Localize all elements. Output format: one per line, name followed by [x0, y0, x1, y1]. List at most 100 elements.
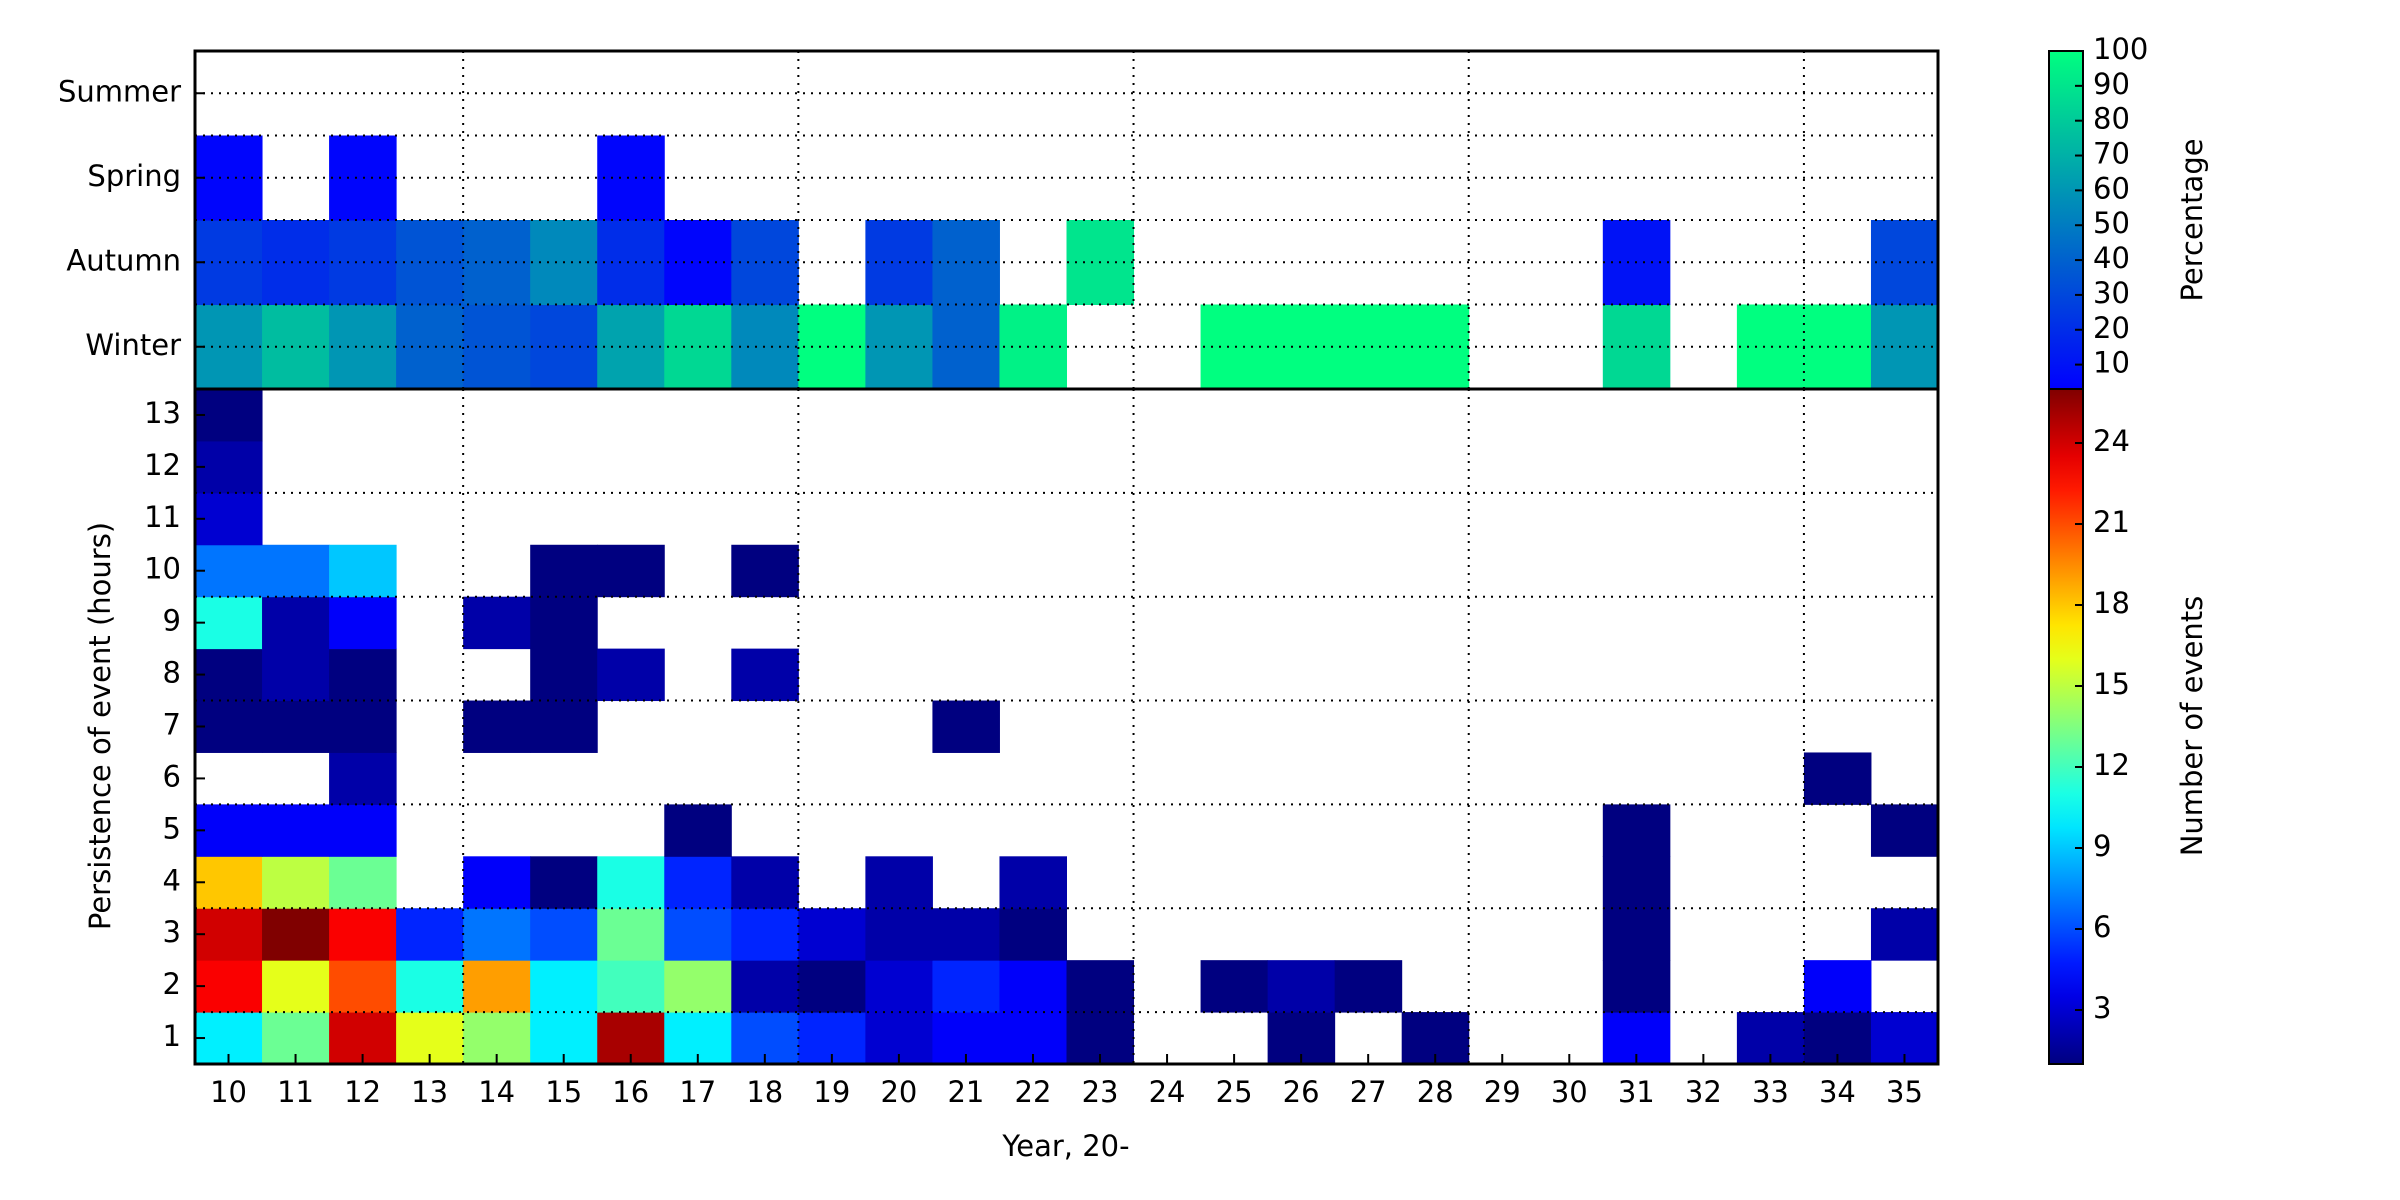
heatmap-cell	[597, 135, 665, 221]
heatmap-cell	[329, 544, 397, 598]
heatmap-cell	[463, 220, 531, 305]
y-tick-label: 7	[163, 708, 181, 742]
x-tick-label: 33	[1752, 1075, 1789, 1109]
colorbar-tick-label: 24	[2093, 424, 2130, 458]
heatmap-cell	[1200, 960, 1269, 1013]
x-tick-label: 30	[1551, 1075, 1588, 1109]
heatmap-cell	[463, 304, 531, 390]
y-tick-label: 5	[163, 811, 181, 845]
heatmap-cell	[195, 648, 263, 702]
y-tick-label: 2	[163, 967, 181, 1001]
heatmap-cell	[195, 960, 263, 1013]
heatmap-cell	[932, 220, 1000, 305]
x-tick-label: 14	[478, 1075, 515, 1109]
heatmap-cell	[932, 960, 1000, 1013]
heatmap-cell	[396, 908, 464, 961]
heatmap-cell	[999, 856, 1067, 909]
heatmap-cell	[329, 752, 397, 805]
heatmap-cell	[798, 304, 866, 390]
heatmap-cell	[329, 700, 397, 753]
x-tick-label: 27	[1350, 1075, 1387, 1109]
heatmap-cell	[530, 648, 598, 702]
heatmap-cell	[195, 596, 263, 650]
x-tick-label: 35	[1886, 1075, 1923, 1109]
heatmap-cell	[195, 908, 263, 961]
heatmap-cell	[597, 908, 665, 961]
heatmap-cell	[597, 544, 665, 598]
heatmap-cell	[463, 856, 531, 909]
heatmap-cell	[195, 804, 263, 857]
heatmap-cell	[463, 700, 531, 753]
x-tick-label: 11	[277, 1075, 314, 1109]
colorbar-tick-label: 10	[2093, 346, 2130, 380]
heatmap-cell	[396, 304, 464, 390]
colorbar	[2048, 50, 2084, 390]
x-tick-label: 22	[1015, 1075, 1052, 1109]
heatmap-cell	[664, 804, 732, 857]
colorbar	[2048, 388, 2084, 1065]
x-tick-label: 24	[1149, 1075, 1186, 1109]
colorbar-tick-label: 21	[2093, 505, 2130, 539]
plot-frame	[193, 387, 1940, 1066]
x-tick-label: 26	[1283, 1075, 1320, 1109]
heatmap-cell	[865, 856, 933, 909]
colorbar-tick-label: 18	[2093, 586, 2130, 620]
heatmap-cell	[1602, 960, 1671, 1013]
heatmap-cell	[1267, 304, 1336, 390]
y-tick-label: Autumn	[66, 243, 181, 277]
heatmap-cell	[1803, 960, 1872, 1013]
y-tick-label: 10	[144, 552, 181, 586]
colorbar-tick-label: 6	[2093, 910, 2111, 944]
y-tick-label: Summer	[58, 74, 181, 108]
heatmap-cell	[195, 856, 263, 909]
colorbar-label: Number of events	[2175, 596, 2209, 857]
heatmap-cell	[262, 596, 330, 650]
heatmap-cell	[999, 304, 1067, 390]
heatmap-cell	[530, 544, 598, 598]
y-tick-label: Winter	[85, 328, 181, 362]
x-tick-label: 21	[947, 1075, 984, 1109]
y-tick-label: 9	[163, 604, 181, 638]
heatmap-cell	[262, 908, 330, 961]
heatmap-cell	[530, 908, 598, 961]
x-tick-label: 16	[612, 1075, 649, 1109]
colorbar-tick-label: 15	[2093, 667, 2130, 701]
heatmap-cell	[1870, 304, 1939, 390]
colorbar-tick-label: 100	[2093, 32, 2148, 66]
heatmap-cell	[463, 908, 531, 961]
colorbar-tick-label: 70	[2093, 137, 2130, 171]
heatmap-cell	[1334, 960, 1403, 1013]
heatmap-cell	[463, 596, 531, 650]
heatmap-cell	[999, 960, 1067, 1013]
x-tick-label: 19	[813, 1075, 850, 1109]
heatmap-cell	[1870, 220, 1939, 305]
heatmap-cell	[262, 544, 330, 598]
colorbar-tick-label: 20	[2093, 311, 2130, 345]
colorbar-tick-label: 40	[2093, 241, 2130, 275]
heatmap-cell	[530, 700, 598, 753]
x-tick-label: 25	[1216, 1075, 1253, 1109]
colorbar-tick-label: 30	[2093, 276, 2130, 310]
heatmap-cell	[262, 856, 330, 909]
x-tick-label: 18	[746, 1075, 783, 1109]
heatmap-cell	[195, 700, 263, 753]
heatmap-cell	[1602, 856, 1671, 909]
heatmap-cell	[1267, 960, 1336, 1013]
heatmap-cell	[329, 856, 397, 909]
colorbar-tick-label: 80	[2093, 102, 2130, 136]
heatmap-cell	[731, 908, 799, 961]
y-tick-label: 12	[144, 448, 181, 482]
y-axis-label: Persistence of event (hours)	[83, 522, 117, 930]
heatmap-cell	[1602, 908, 1671, 961]
x-tick-label: 31	[1618, 1075, 1655, 1109]
heatmap-cell	[932, 700, 1000, 753]
heatmap-cell	[329, 804, 397, 857]
heatmap-cell	[664, 960, 732, 1013]
heatmap-cell	[932, 304, 1000, 390]
heatmap-cell	[731, 856, 799, 909]
heatmap-cell	[932, 908, 1000, 961]
heatmap-cell	[664, 856, 732, 909]
heatmap-cell	[262, 700, 330, 753]
heatmap-cell	[865, 960, 933, 1013]
x-tick-label: 23	[1082, 1075, 1119, 1109]
